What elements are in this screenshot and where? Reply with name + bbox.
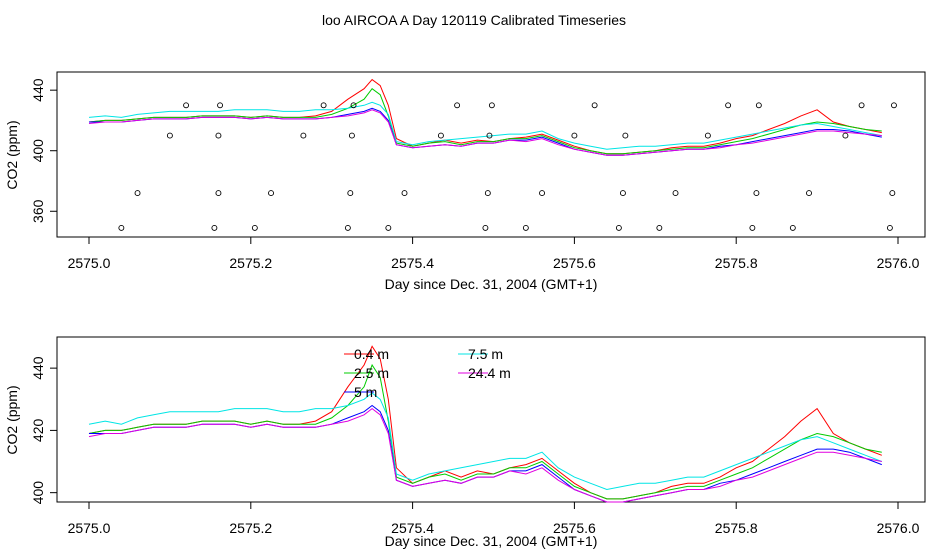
top-scatter-point — [725, 102, 732, 109]
top-y-axis-label: CO2 (ppm) — [4, 120, 20, 189]
top-scatter-point — [215, 190, 222, 197]
bottom-x-tick-label: 2575.2 — [229, 520, 272, 536]
top-scatter-point — [539, 190, 545, 197]
top-line-s244 — [88, 109, 882, 156]
top-scatter-point — [344, 224, 351, 231]
legend-label-s244: 24.4 m — [468, 365, 511, 381]
top-scatter-point — [320, 102, 327, 109]
top-scatter-point — [118, 224, 125, 231]
top-scatter-point — [215, 132, 222, 139]
bottom-x-tick-label: 2575.6 — [553, 520, 596, 536]
bottom-panel: 2575.0 2575.2 2575.4 2575.6 2575.8 2576.0 400 4… — [4, 336, 926, 549]
top-scatter-point — [385, 224, 392, 231]
top-scatter-point — [656, 224, 663, 231]
top-scatter-point — [886, 224, 893, 231]
top-plot-frame — [56, 71, 926, 238]
bottom-line-s75 — [88, 392, 882, 491]
top-scatter-point — [806, 190, 812, 197]
legend: 0.4 m 2.5 m 5 m 7.5 m 24.4 m — [344, 346, 511, 400]
top-series-lines — [88, 78, 882, 156]
top-x-tick-label: 2575.6 — [553, 255, 596, 271]
top-x-axis-label: Day since Dec. 31, 2004 (GMT+1) — [385, 276, 598, 292]
top-line-s04 — [88, 78, 882, 155]
top-scatter-point — [672, 190, 679, 197]
top-scatter-point — [484, 190, 491, 197]
legend-label-s04: 0.4 m — [354, 346, 389, 362]
top-line-s75 — [88, 101, 882, 150]
top-scatter-point — [486, 132, 493, 139]
top-x-tick-label: 2575.8 — [715, 255, 758, 271]
top-x-tick-label: 2576.0 — [877, 255, 920, 271]
top-scatter-point — [348, 132, 355, 139]
bottom-x-tick-label: 2575.8 — [715, 520, 758, 536]
top-scatter-point — [619, 190, 626, 197]
top-scatter-point — [488, 102, 495, 109]
top-scatter-point — [615, 224, 622, 231]
top-scatter-point — [268, 190, 274, 197]
bottom-plot-frame — [56, 336, 926, 503]
top-scatter-point — [217, 102, 224, 109]
top-scatter-points — [118, 102, 897, 231]
bottom-y-tick-label: 440 — [30, 356, 46, 380]
top-scatter-point — [858, 102, 865, 109]
top-scatter-point — [755, 102, 762, 109]
top-scatter-point — [789, 224, 796, 231]
top-scatter-point — [753, 190, 760, 197]
bottom-line-s244 — [88, 407, 882, 503]
top-line-s25 — [88, 88, 882, 155]
legend-label-s5: 5 m — [354, 384, 377, 400]
top-scatter-point — [183, 102, 190, 109]
top-scatter-point — [437, 132, 444, 139]
bottom-x-tick-label: 2575.0 — [68, 520, 111, 536]
top-scatter-point — [401, 190, 408, 197]
top-x-tick-label: 2575.0 — [68, 255, 111, 271]
top-scatter-point — [889, 190, 896, 197]
bottom-x-axis-label: Day since Dec. 31, 2004 (GMT+1) — [385, 533, 598, 549]
top-scatter-point — [704, 132, 711, 139]
bottom-x-tick-label: 2575.4 — [391, 520, 434, 536]
bottom-y-tick-label: 420 — [30, 419, 46, 443]
top-scatter-point — [211, 224, 218, 231]
legend-label-s25: 2.5 m — [354, 365, 389, 381]
top-panel: 2575.0 2575.2 2575.4 2575.6 2575.8 2576.0 360 4… — [4, 71, 926, 292]
top-axes: 2575.0 2575.2 2575.4 2575.6 2575.8 2576.0 360 4… — [30, 78, 920, 271]
bottom-y-axis-label: CO2 (ppm) — [4, 385, 20, 454]
top-scatter-point — [842, 132, 849, 139]
top-scatter-point — [454, 102, 461, 109]
top-scatter-point — [571, 132, 578, 139]
top-y-tick-label: 360 — [30, 199, 46, 223]
top-scatter-point — [591, 102, 598, 109]
top-scatter-point — [482, 224, 489, 231]
top-x-tick-label: 2575.2 — [229, 255, 272, 271]
bottom-series-lines — [88, 345, 882, 503]
top-scatter-point — [749, 224, 756, 231]
bottom-y-tick-label: 400 — [30, 481, 46, 505]
top-y-tick-label: 440 — [30, 78, 46, 102]
top-scatter-point — [134, 190, 141, 197]
top-scatter-point — [891, 102, 897, 109]
top-scatter-point — [347, 190, 354, 197]
top-scatter-point — [522, 224, 529, 231]
top-y-tick-label: 400 — [30, 139, 46, 163]
bottom-axes: 2575.0 2575.2 2575.4 2575.6 2575.8 2576.0 400 4… — [30, 356, 920, 536]
bottom-line-s25 — [88, 363, 882, 500]
top-scatter-point — [350, 102, 357, 109]
top-scatter-point — [251, 224, 258, 231]
legend-label-s75: 7.5 m — [468, 346, 503, 362]
top-x-tick-label: 2575.4 — [391, 255, 434, 271]
top-scatter-point — [300, 132, 307, 139]
top-scatter-point — [166, 132, 173, 139]
figure-title: loo AIRCOA A Day 120119 Calibrated Times… — [322, 12, 626, 28]
bottom-x-tick-label: 2576.0 — [877, 520, 920, 536]
top-scatter-point — [622, 132, 629, 139]
